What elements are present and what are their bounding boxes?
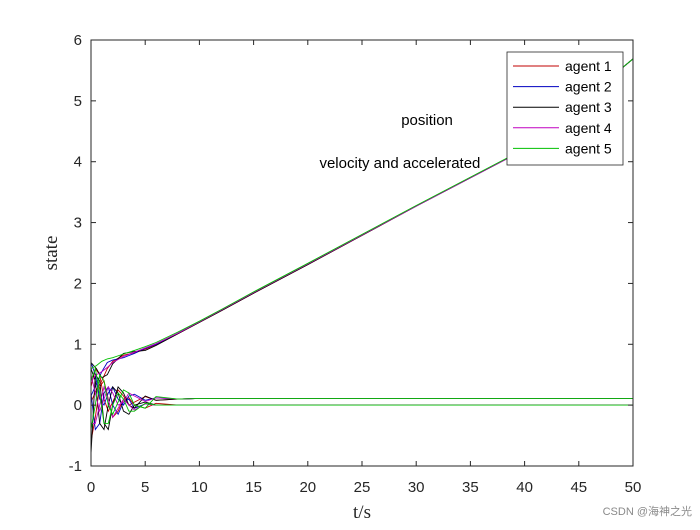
legend-label: agent 4 (565, 120, 612, 136)
x-tick-label: 35 (462, 479, 479, 496)
x-axis-label: t/s (353, 502, 371, 523)
legend[interactable]: agent 1 agent 2 agent 3 agent 4 agent 5 (506, 51, 624, 166)
y-tick-label: 5 (74, 93, 82, 110)
y-tick-label: 4 (74, 154, 82, 171)
y-tick-label: 3 (74, 215, 82, 232)
series-line-agent-5-velocity (90, 373, 633, 430)
legend-label: agent 5 (565, 140, 612, 156)
x-tick-label: 20 (299, 479, 316, 496)
annotation-1: position (401, 112, 453, 129)
legend-item-agent-1[interactable]: agent 1 (513, 58, 612, 74)
y-axis: -1 0 1 2 3 4 5 6 (69, 32, 633, 475)
series-line-agent-5-acceleration (90, 366, 633, 424)
series-line-agent-5-position (90, 58, 634, 369)
legend-item-agent-5[interactable]: agent 5 (513, 140, 612, 156)
x-tick-label: 15 (245, 479, 262, 496)
legend-label: agent 3 (565, 99, 612, 115)
legend-label: agent 1 (565, 58, 612, 74)
y-tick-label: -1 (69, 458, 82, 475)
series-line-agent-4-position (90, 58, 634, 382)
annotations: position velocity and accelerated (319, 112, 480, 172)
legend-label: agent 2 (565, 79, 612, 95)
x-tick-label: 25 (354, 479, 371, 496)
x-tick-label: 50 (625, 479, 642, 496)
legend-item-agent-4[interactable]: agent 4 (513, 120, 612, 136)
x-tick-label: 30 (408, 479, 425, 496)
y-tick-label: 2 (74, 275, 82, 292)
x-tick-label: 10 (191, 479, 208, 496)
legend-item-agent-3[interactable]: agent 3 (513, 99, 612, 115)
y-tick-label: 0 (74, 397, 82, 414)
y-tick-label: 6 (74, 32, 82, 49)
x-tick-label: 0 (87, 479, 95, 496)
legend-item-agent-2[interactable]: agent 2 (513, 79, 612, 95)
x-tick-label: 5 (141, 479, 149, 496)
x-tick-label: 40 (516, 479, 533, 496)
y-axis-label: state (41, 236, 62, 271)
x-axis: 0 5 10 15 20 25 30 35 40 45 50 (87, 40, 642, 496)
legend-box (506, 51, 624, 166)
x-tick-label: 45 (570, 479, 587, 496)
series-lines (90, 58, 634, 454)
y-tick-label: 1 (74, 336, 82, 353)
annotation-2: velocity and accelerated (319, 155, 480, 172)
watermark: CSDN @海神之光 (603, 504, 692, 518)
